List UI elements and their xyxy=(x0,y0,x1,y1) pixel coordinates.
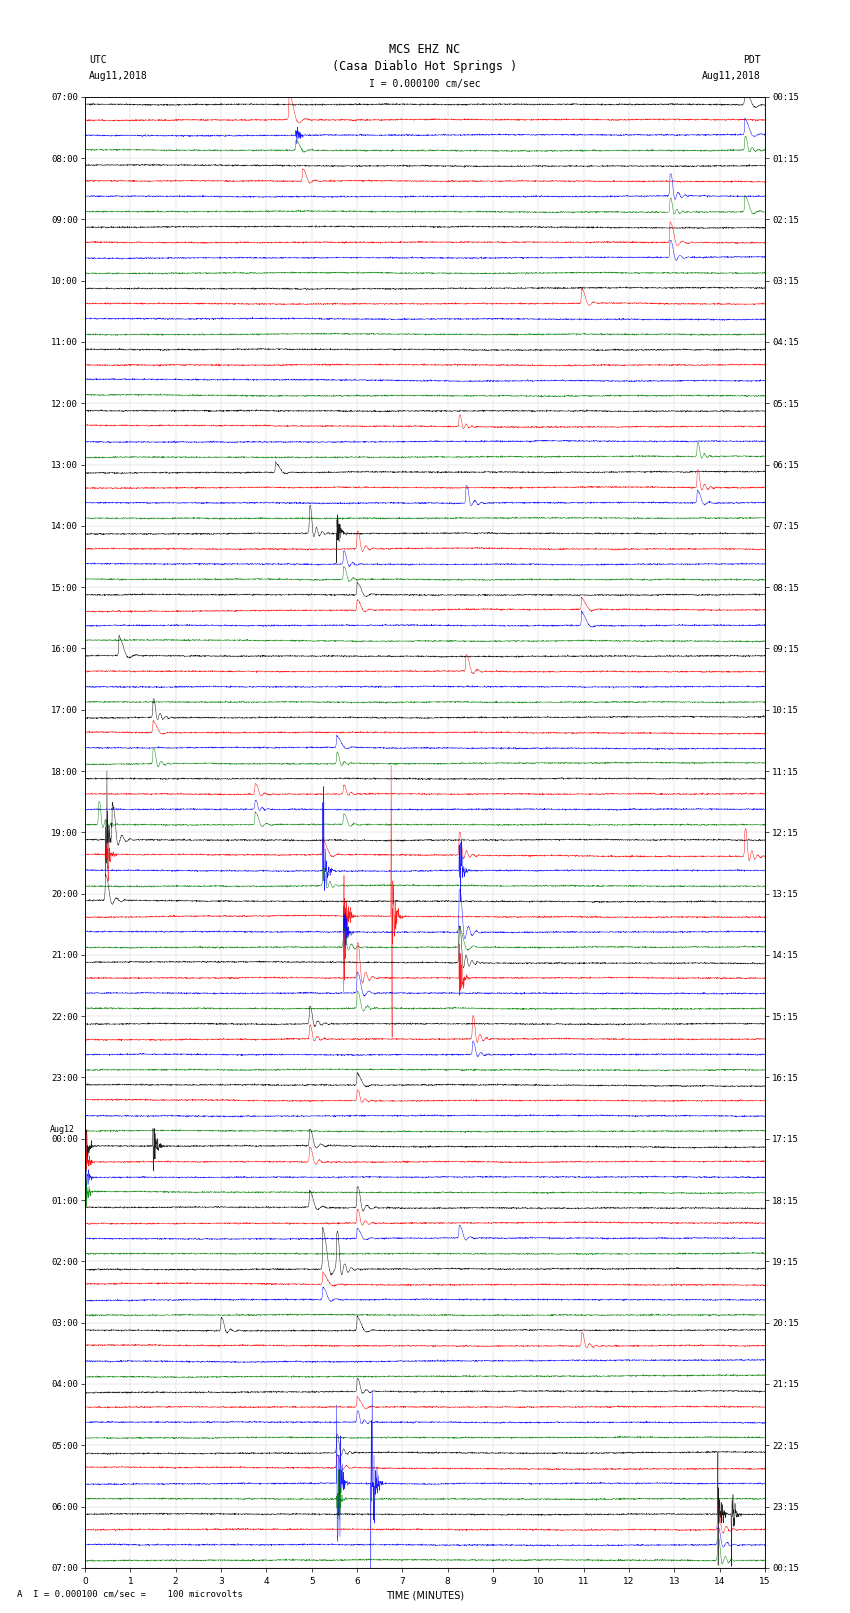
Text: UTC: UTC xyxy=(89,55,107,65)
Text: MCS EHZ NC: MCS EHZ NC xyxy=(389,44,461,56)
X-axis label: TIME (MINUTES): TIME (MINUTES) xyxy=(386,1590,464,1600)
Text: I = 0.000100 cm/sec: I = 0.000100 cm/sec xyxy=(369,79,481,89)
Text: Aug11,2018: Aug11,2018 xyxy=(89,71,148,81)
Text: A  I = 0.000100 cm/sec =    100 microvolts: A I = 0.000100 cm/sec = 100 microvolts xyxy=(17,1590,243,1598)
Text: PDT: PDT xyxy=(743,55,761,65)
Text: Aug12: Aug12 xyxy=(50,1126,75,1134)
Text: (Casa Diablo Hot Springs ): (Casa Diablo Hot Springs ) xyxy=(332,60,518,73)
Text: Aug11,2018: Aug11,2018 xyxy=(702,71,761,81)
